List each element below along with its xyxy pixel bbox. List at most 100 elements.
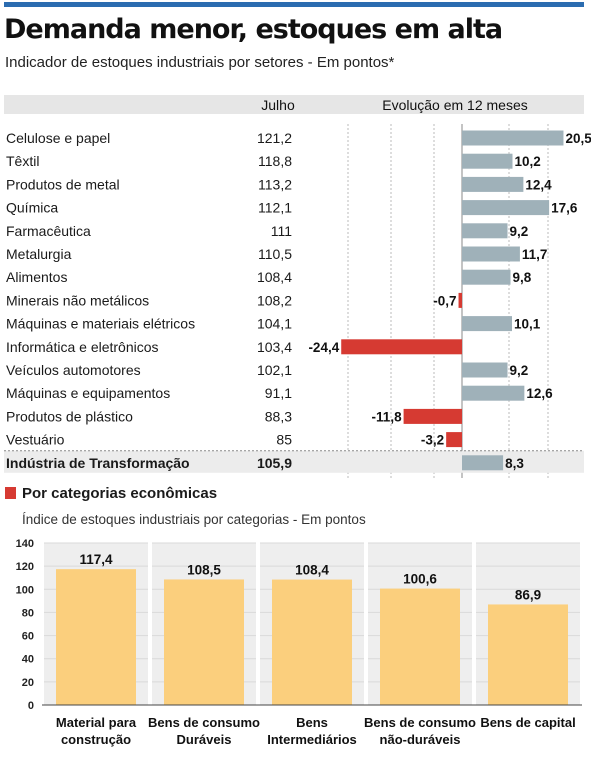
category-label: Duráveis bbox=[177, 732, 232, 747]
sector-label: Têxtil bbox=[6, 153, 39, 169]
change-value-label: 12,4 bbox=[525, 177, 552, 192]
column-header-july: Julho bbox=[261, 97, 295, 113]
sector-label: Metalurgia bbox=[6, 246, 72, 262]
sector-label: Celulose e papel bbox=[6, 130, 110, 146]
category-label: Intermediários bbox=[267, 732, 357, 747]
category-label: não-duráveis bbox=[380, 732, 461, 747]
change-value-label: 12,6 bbox=[526, 386, 553, 401]
y-tick-label: 40 bbox=[22, 654, 34, 666]
change-value-label: 10,1 bbox=[514, 317, 541, 332]
sector-july-value: 108,4 bbox=[257, 269, 292, 285]
change-value-label: 9,2 bbox=[510, 224, 529, 239]
category-value-label: 86,9 bbox=[515, 587, 541, 602]
category-value-label: 108,5 bbox=[187, 562, 221, 577]
category-label: Bens de consumo bbox=[364, 715, 476, 730]
page-subtitle: Indicador de estoques industriais por se… bbox=[5, 54, 395, 71]
change-bar bbox=[462, 246, 520, 262]
category-label: Bens bbox=[296, 715, 328, 730]
page-title: Demanda menor, estoques em alta bbox=[4, 14, 503, 45]
change-bar bbox=[462, 200, 550, 216]
category-value-label: 117,4 bbox=[79, 552, 113, 567]
category-bar bbox=[56, 569, 136, 705]
sector-label: Vestuário bbox=[6, 432, 65, 448]
sector-label: Máquinas e materiais elétricos bbox=[6, 316, 195, 332]
sector-july-value: 103,4 bbox=[257, 339, 292, 355]
sector-table-chart: Julho Evolução em 12 meses Celulose e pape… bbox=[4, 95, 591, 478]
change-bar bbox=[462, 269, 511, 285]
change-bar bbox=[462, 223, 508, 239]
categories-section-label: Por categorias econômicas bbox=[22, 485, 218, 502]
change-value-label: -24,4 bbox=[308, 340, 339, 355]
y-tick-label: 140 bbox=[16, 538, 34, 550]
total-july-value: 105,9 bbox=[257, 455, 292, 471]
sector-label: Farmacêutica bbox=[6, 223, 91, 239]
sector-july-value: 108,2 bbox=[257, 292, 292, 308]
sector-july-value: 104,1 bbox=[257, 316, 292, 332]
sector-label: Minerais não metálicos bbox=[6, 292, 149, 308]
sector-july-value: 110,5 bbox=[258, 246, 292, 262]
category-value-label: 100,6 bbox=[403, 572, 437, 587]
category-label: Bens de capital bbox=[480, 715, 575, 730]
change-bar bbox=[403, 408, 462, 424]
change-bar bbox=[462, 316, 512, 332]
top-accent-bar bbox=[4, 2, 584, 7]
category-bar bbox=[272, 579, 352, 705]
y-tick-label: 0 bbox=[28, 700, 34, 712]
categories-subtitle: Índice de estoques industriais por categ… bbox=[22, 512, 366, 527]
category-value-label: 108,4 bbox=[295, 563, 329, 578]
category-label: construção bbox=[61, 732, 131, 747]
category-label: Bens de consumo bbox=[148, 715, 260, 730]
change-value-label: 8,3 bbox=[505, 456, 524, 471]
change-bar bbox=[341, 339, 462, 355]
categories-section-heading: Por categorias econômicas bbox=[5, 485, 217, 502]
change-value-label: -0,7 bbox=[433, 293, 456, 308]
sector-label: Química bbox=[6, 200, 58, 216]
change-bar bbox=[462, 176, 524, 192]
sector-july-value: 111 bbox=[271, 223, 292, 239]
sector-label: Alimentos bbox=[6, 269, 67, 285]
change-bar bbox=[462, 130, 564, 146]
change-bar bbox=[462, 385, 525, 401]
change-value-label: -3,2 bbox=[421, 433, 444, 448]
sector-label: Produtos de plástico bbox=[6, 408, 133, 424]
change-value-label: 20,5 bbox=[565, 131, 591, 146]
sector-july-value: 91,1 bbox=[265, 385, 292, 401]
change-bar bbox=[462, 455, 504, 471]
sector-july-value: 118,8 bbox=[258, 153, 292, 169]
table-header-band bbox=[4, 95, 584, 114]
category-bar bbox=[488, 604, 568, 705]
sector-label: Informática e eletrônicos bbox=[6, 339, 159, 355]
sector-july-value: 85 bbox=[276, 432, 292, 448]
total-sector-label: Indústria de Transformação bbox=[6, 455, 190, 471]
sector-july-value: 112,1 bbox=[258, 200, 292, 216]
y-tick-label: 120 bbox=[16, 561, 34, 573]
y-tick-label: 80 bbox=[22, 607, 34, 619]
sector-label: Produtos de metal bbox=[6, 176, 120, 192]
change-bar bbox=[458, 292, 462, 308]
sector-july-value: 121,2 bbox=[257, 130, 292, 146]
sector-july-value: 102,1 bbox=[257, 362, 292, 378]
column-header-change: Evolução em 12 meses bbox=[382, 97, 528, 113]
change-bar bbox=[462, 362, 508, 378]
change-bar bbox=[462, 153, 513, 169]
sector-label: Máquinas e equipamentos bbox=[6, 385, 170, 401]
change-bar bbox=[446, 432, 462, 448]
y-tick-label: 60 bbox=[22, 631, 34, 643]
category-bar bbox=[164, 579, 244, 705]
change-value-label: 9,8 bbox=[513, 270, 532, 285]
change-value-label: 10,2 bbox=[514, 154, 540, 169]
sector-july-value: 113,2 bbox=[258, 176, 292, 192]
change-value-label: -11,8 bbox=[372, 409, 403, 424]
change-value-label: 9,2 bbox=[510, 363, 529, 378]
category-bar bbox=[380, 588, 460, 705]
sector-july-value: 88,3 bbox=[265, 408, 292, 424]
change-value-label: 11,7 bbox=[522, 247, 548, 262]
section-marker-icon bbox=[5, 487, 16, 499]
y-tick-label: 100 bbox=[16, 584, 34, 596]
sector-label: Veículos automotores bbox=[6, 362, 141, 378]
total-row-band bbox=[4, 450, 584, 473]
y-tick-label: 20 bbox=[22, 677, 34, 689]
category-label: Material para bbox=[56, 715, 137, 730]
change-value-label: 17,6 bbox=[551, 201, 578, 216]
